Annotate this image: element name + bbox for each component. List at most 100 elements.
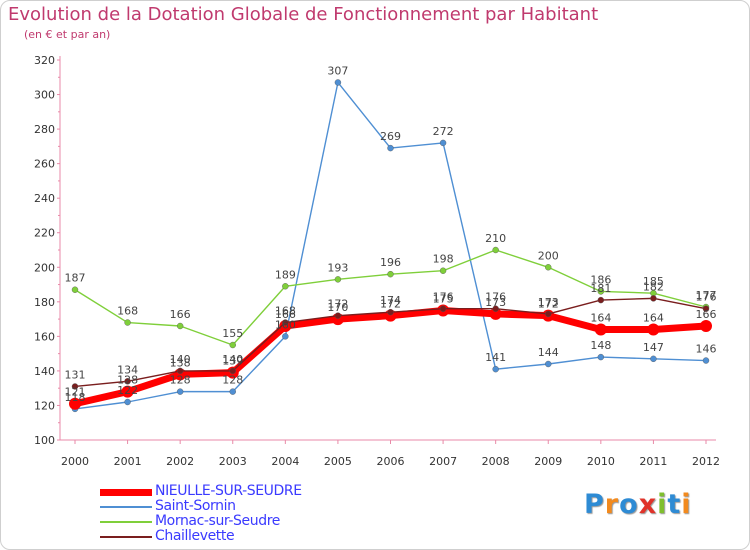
legend-item: Chaillevette [100, 529, 360, 544]
data-label: 172 [327, 298, 348, 311]
data-label: 148 [590, 339, 611, 352]
x-tick-label: 2002 [166, 455, 194, 468]
legend-swatch [100, 506, 152, 508]
data-point [229, 388, 236, 395]
data-point [650, 295, 657, 302]
data-label: 173 [485, 296, 506, 309]
y-tick-label: 220 [34, 227, 55, 240]
data-label: 181 [590, 282, 611, 295]
data-point [647, 323, 660, 336]
x-tick-label: 2012 [692, 455, 720, 468]
data-label: 185 [643, 275, 664, 288]
data-label: 128 [222, 374, 243, 387]
data-label: 164 [590, 311, 611, 324]
y-tick-label: 240 [34, 192, 55, 205]
data-point [597, 288, 605, 295]
data-point [121, 385, 134, 398]
data-point [545, 264, 552, 271]
legend-item: Mornac-sur-Seudre [100, 514, 360, 529]
axes: 100 120 140 160 180 200 220 240 260 280 300 320 2000… [34, 54, 720, 468]
data-point [282, 283, 289, 290]
data-point [545, 360, 552, 368]
data-label: 140 [222, 353, 243, 366]
x-tick-label: 2005 [324, 455, 352, 468]
x-tick-label: 2009 [534, 455, 562, 468]
data-label: 170 [327, 301, 348, 314]
data-label: 193 [327, 261, 348, 274]
data-point [439, 305, 447, 312]
data-label: 189 [275, 268, 296, 281]
data-label: 128 [117, 374, 138, 387]
data-point [545, 310, 552, 318]
data-point [124, 378, 131, 385]
data-label: 147 [643, 341, 664, 354]
data-point [176, 367, 184, 375]
data-label: 118 [65, 391, 86, 404]
data-label: 155 [222, 327, 243, 340]
data-point [71, 383, 79, 390]
data-label: 177 [696, 289, 717, 302]
data-label: 307 [327, 64, 348, 77]
data-point [489, 307, 502, 320]
data-label: 166 [170, 308, 191, 321]
x-tick-label: 2000 [61, 455, 89, 468]
legend-swatch [100, 521, 152, 523]
data-point [597, 353, 605, 361]
x-tick-label: 2010 [587, 455, 615, 468]
chart-title: Evolution de la Dotation Globale de Fonc… [8, 4, 599, 25]
legend-label: Mornac-sur-Seudre [155, 513, 280, 529]
data-point [439, 139, 447, 147]
data-label: 182 [643, 280, 664, 293]
data-label: 176 [485, 291, 506, 304]
x-tick-label: 2008 [482, 455, 510, 468]
data-point [439, 267, 447, 274]
data-label: 134 [117, 363, 138, 376]
data-label: 166 [275, 308, 296, 321]
legend-label: Saint-Sornin [155, 498, 236, 514]
data-label: 176 [696, 291, 717, 304]
series-layer [69, 79, 712, 413]
legend-swatch [100, 488, 152, 496]
data-label: 172 [538, 298, 559, 311]
data-label: 160 [275, 318, 296, 331]
data-point [229, 341, 236, 349]
data-point [124, 319, 131, 326]
data-point [650, 355, 657, 363]
y-tick-label: 280 [34, 123, 55, 136]
x-tick-label: 2006 [377, 455, 405, 468]
data-point [334, 276, 342, 283]
legend-label: Chaillevette [155, 528, 235, 544]
legend-item: NIEULLE-SUR-SEUDRE [100, 484, 360, 499]
data-point [594, 323, 607, 336]
data-label: 175 [433, 292, 454, 305]
chart-subtitle: (en € et par an) [24, 28, 111, 41]
data-point [176, 388, 184, 395]
legend-item: Saint-Sornin [100, 499, 360, 514]
data-point [334, 312, 342, 319]
data-point [492, 365, 499, 373]
data-label: 196 [380, 256, 401, 269]
data-point [492, 305, 499, 312]
data-point [124, 398, 131, 406]
data-point [387, 270, 394, 278]
y-tick-label: 200 [34, 261, 55, 274]
x-tick-label: 2007 [429, 455, 457, 468]
data-point [282, 319, 289, 326]
data-point [492, 246, 499, 254]
x-tick-label: 2004 [271, 455, 299, 468]
data-label: 168 [275, 305, 296, 318]
proxiti-logo: Proxiti [584, 489, 692, 520]
data-label: 138 [170, 356, 191, 369]
y-tick-label: 320 [34, 54, 55, 67]
data-point [597, 296, 605, 304]
data-label: 174 [380, 294, 401, 307]
data-label: 187 [65, 272, 86, 285]
data-label: 173 [538, 296, 559, 309]
y-tick-label: 180 [34, 296, 55, 309]
data-point [702, 357, 710, 364]
x-tick-label: 2011 [639, 455, 667, 468]
data-label: 172 [380, 298, 401, 311]
x-tick-label: 2003 [219, 455, 247, 468]
data-label: 269 [380, 130, 401, 143]
